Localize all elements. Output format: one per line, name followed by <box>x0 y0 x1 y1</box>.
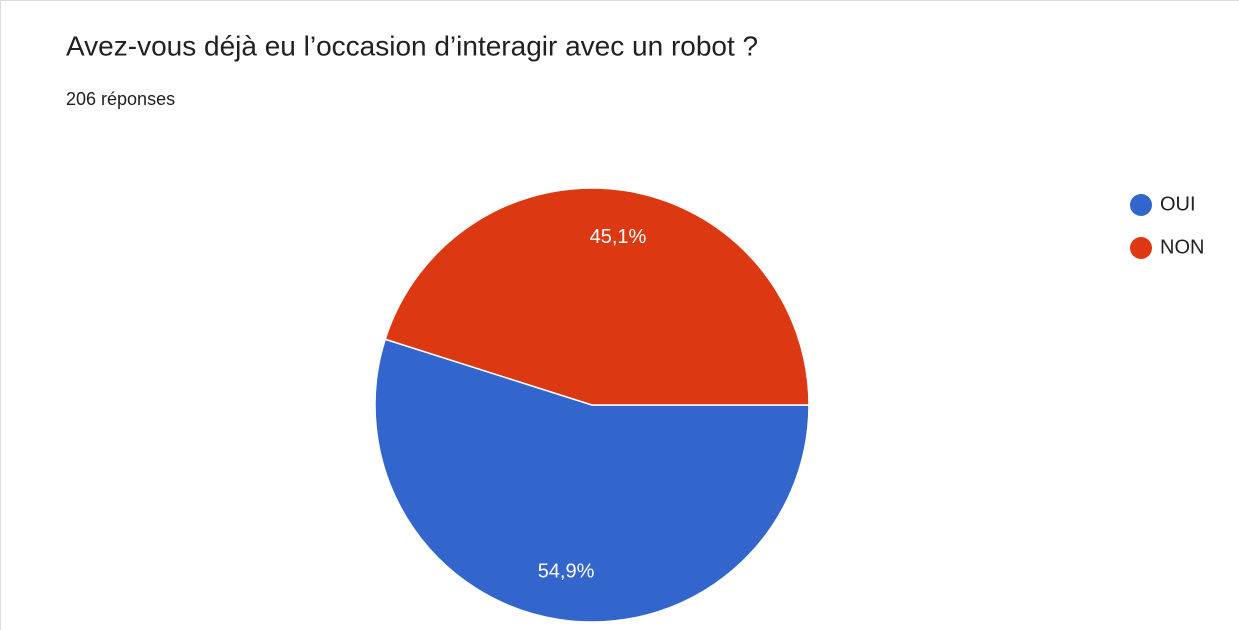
legend-swatch <box>1130 237 1152 259</box>
pie-slice <box>374 338 810 623</box>
chart-title: Avez-vous déjà eu l’occasion d’interagir… <box>66 30 758 61</box>
legend-label: OUI <box>1160 193 1196 215</box>
chart-subtitle: 206 réponses <box>66 89 175 109</box>
pie-slice <box>384 187 810 406</box>
slice-label: 45,1% <box>590 226 647 248</box>
legend-swatch <box>1130 194 1152 216</box>
slice-label: 54,9% <box>538 561 595 583</box>
legend-label: NON <box>1160 236 1204 258</box>
